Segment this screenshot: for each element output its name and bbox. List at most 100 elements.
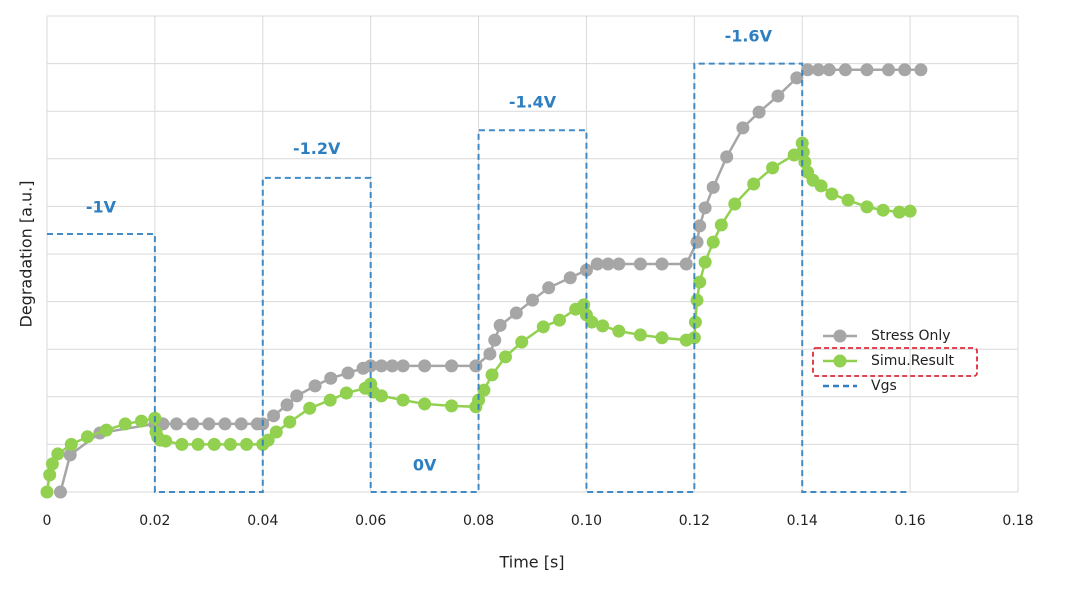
data-point bbox=[841, 193, 855, 207]
data-point bbox=[267, 409, 281, 423]
data-point bbox=[240, 437, 254, 451]
data-point bbox=[590, 257, 604, 271]
data-point bbox=[207, 437, 221, 451]
legend-label: Stress Only bbox=[871, 328, 951, 344]
data-point bbox=[485, 368, 499, 382]
data-point bbox=[822, 63, 836, 77]
data-point bbox=[790, 71, 804, 85]
data-point bbox=[175, 437, 189, 451]
data-point bbox=[596, 319, 610, 333]
data-point bbox=[308, 379, 322, 393]
data-point bbox=[499, 350, 513, 364]
data-point bbox=[303, 401, 317, 415]
data-point bbox=[191, 437, 205, 451]
data-point bbox=[218, 417, 232, 431]
data-point bbox=[169, 417, 183, 431]
data-point bbox=[801, 63, 815, 77]
data-point bbox=[914, 63, 928, 77]
data-point bbox=[698, 255, 712, 269]
data-point bbox=[418, 397, 432, 411]
data-point bbox=[526, 293, 539, 307]
x-tick-label: 0.18 bbox=[1002, 513, 1033, 529]
data-point bbox=[690, 293, 704, 307]
data-point bbox=[324, 371, 338, 385]
data-point bbox=[903, 204, 917, 218]
x-tick-label: 0.02 bbox=[139, 513, 170, 529]
data-point bbox=[898, 63, 912, 77]
data-point bbox=[80, 430, 94, 444]
data-point bbox=[159, 434, 173, 448]
data-point bbox=[655, 257, 669, 271]
annotation: -1.2V bbox=[293, 139, 341, 158]
data-point bbox=[374, 389, 388, 403]
legend-label: Vgs bbox=[871, 378, 897, 394]
data-point bbox=[261, 433, 275, 447]
data-point bbox=[698, 201, 712, 215]
data-point bbox=[341, 366, 355, 380]
data-point bbox=[283, 415, 297, 429]
data-point bbox=[563, 271, 577, 285]
annotation: -1V bbox=[86, 197, 117, 216]
data-point bbox=[186, 417, 200, 431]
legend-highlight bbox=[812, 347, 978, 377]
data-point bbox=[690, 235, 704, 249]
annotation: -1.4V bbox=[509, 93, 557, 112]
data-point bbox=[679, 257, 693, 271]
data-point bbox=[728, 197, 742, 211]
data-point bbox=[825, 187, 839, 201]
data-point bbox=[536, 320, 550, 334]
x-tick-label: 0 bbox=[43, 513, 52, 529]
data-point bbox=[385, 359, 399, 373]
x-tick-label: 0.06 bbox=[355, 513, 386, 529]
data-point bbox=[339, 386, 353, 400]
data-point bbox=[63, 448, 77, 462]
data-point bbox=[118, 417, 132, 431]
data-point bbox=[418, 359, 432, 373]
data-point bbox=[693, 219, 707, 233]
data-point bbox=[234, 417, 248, 431]
data-point bbox=[876, 203, 890, 217]
data-point bbox=[445, 359, 459, 373]
data-point bbox=[280, 398, 294, 412]
data-point bbox=[472, 393, 486, 407]
data-point bbox=[811, 63, 825, 77]
data-point bbox=[223, 437, 237, 451]
data-point bbox=[374, 359, 388, 373]
data-point bbox=[99, 423, 113, 437]
data-point bbox=[771, 89, 785, 103]
x-tick-label: 0.08 bbox=[463, 513, 494, 529]
x-tick-label: 0.16 bbox=[895, 513, 926, 529]
data-point bbox=[269, 425, 283, 439]
annotation: -1.6V bbox=[725, 26, 773, 45]
data-point bbox=[766, 161, 780, 175]
data-point bbox=[579, 263, 593, 277]
data-point bbox=[736, 121, 750, 135]
data-point bbox=[40, 485, 54, 499]
data-point bbox=[515, 335, 529, 349]
data-point bbox=[882, 63, 896, 77]
data-point bbox=[64, 437, 78, 451]
data-point bbox=[860, 200, 874, 214]
x-tick-label: 0.14 bbox=[787, 513, 818, 529]
annotation: 0V bbox=[413, 455, 437, 474]
data-point bbox=[45, 457, 59, 471]
data-point bbox=[688, 315, 702, 329]
data-point bbox=[509, 306, 523, 320]
data-point bbox=[796, 145, 810, 159]
plot-area: -1V -1.2V -1.4V -1.6V 0V bbox=[40, 26, 928, 499]
data-point bbox=[838, 63, 852, 77]
data-point bbox=[469, 359, 483, 373]
data-point bbox=[585, 315, 599, 329]
data-point bbox=[445, 399, 459, 413]
data-point bbox=[290, 389, 304, 403]
y-axis-title: Degradation [a.u.] bbox=[17, 181, 36, 328]
data-point bbox=[860, 63, 874, 77]
data-point bbox=[323, 393, 337, 407]
data-point bbox=[633, 257, 647, 271]
data-point bbox=[477, 383, 491, 397]
labels: Time [s] Degradation [a.u.] bbox=[17, 181, 565, 572]
data-point bbox=[396, 393, 410, 407]
data-point bbox=[612, 324, 626, 338]
legend-label: Simu.Result bbox=[871, 353, 955, 369]
data-point bbox=[601, 257, 615, 271]
